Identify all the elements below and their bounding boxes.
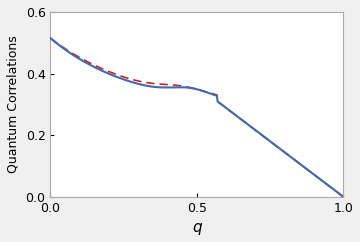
Y-axis label: Quantum Correlations: Quantum Correlations: [7, 35, 20, 173]
X-axis label: q: q: [192, 220, 202, 235]
